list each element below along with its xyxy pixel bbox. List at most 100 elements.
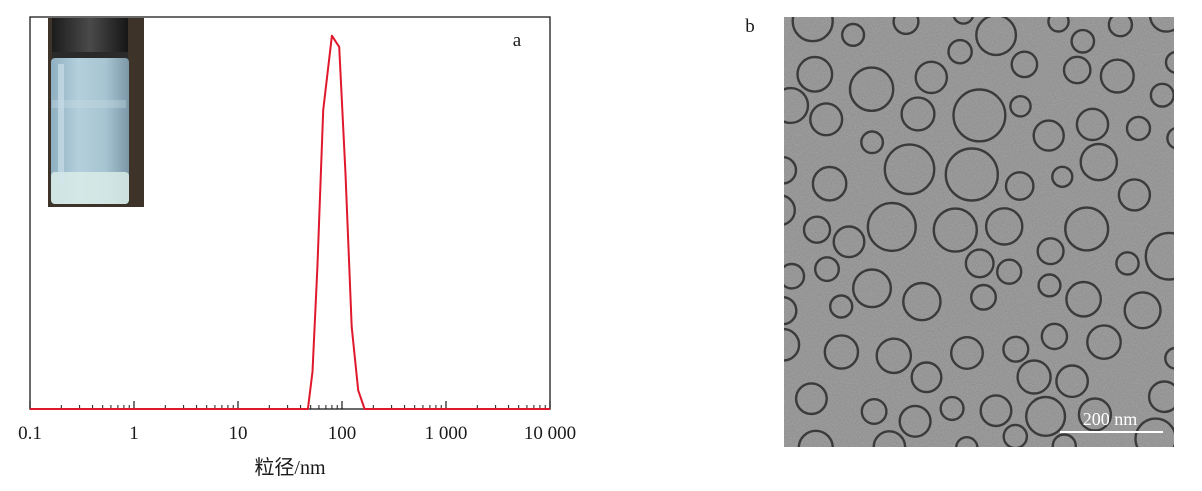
vesicle (902, 281, 942, 322)
vesicle (970, 283, 998, 311)
vesicle (1032, 119, 1065, 152)
vesicle (1002, 335, 1030, 363)
x-axis-tick-labels: 0.1 1 10 100 1 000 10 000 (18, 423, 576, 444)
vesicle (1024, 395, 1067, 437)
vesicle (932, 207, 978, 253)
vesicle (784, 262, 806, 290)
panel-b: b 200 nm (745, 16, 1174, 447)
vesicle (791, 17, 834, 43)
size-distribution-line (30, 34, 550, 410)
vesicle (939, 395, 965, 422)
vesicle (947, 38, 973, 65)
vesicle (1134, 417, 1174, 447)
vesicle (872, 430, 907, 447)
scale-bar-label: 200 nm (1083, 409, 1138, 429)
x-tick-label: 10 000 (524, 423, 576, 444)
vesicle (1037, 273, 1062, 298)
vesicle (1009, 95, 1032, 118)
vial-photo (48, 18, 144, 207)
vesicle (1075, 107, 1110, 142)
vesicle (1051, 165, 1074, 189)
vesicle (1115, 251, 1140, 276)
panel-label-b: b (745, 16, 755, 37)
vesicle (784, 327, 801, 362)
vesicle (860, 130, 885, 155)
vesicle (797, 429, 834, 447)
vesicle (900, 96, 936, 132)
vesicle (860, 398, 888, 426)
vesicle (1004, 171, 1035, 201)
vesicle (950, 336, 985, 371)
vesicle (848, 66, 895, 112)
vesicle (1099, 58, 1135, 94)
vesicle (1036, 237, 1065, 266)
vesicle (979, 394, 1013, 428)
vesicle (809, 102, 844, 137)
vesicle (852, 268, 893, 309)
vesicle (1064, 206, 1110, 252)
x-tick-label: 1 000 (425, 423, 468, 444)
vesicle (1123, 291, 1162, 330)
vesicle (1070, 28, 1096, 54)
vesicle (1077, 397, 1113, 432)
vesicle (892, 17, 920, 36)
vesicle (944, 147, 999, 202)
vesicle (784, 155, 798, 185)
x-axis-ticks (29, 401, 551, 409)
vesicle (898, 404, 932, 438)
vesicle (784, 296, 798, 326)
panel-a: 0.1 1 10 100 1 000 10 000 粒径/nm a (18, 16, 576, 479)
tem-image (784, 17, 1174, 447)
vesicle (1107, 17, 1134, 38)
vesicle (794, 382, 828, 416)
x-tick-label: 1 (129, 423, 139, 444)
vesicle (1164, 50, 1174, 74)
vesicle (1147, 380, 1174, 414)
vesicle (1002, 423, 1029, 447)
vesicle (829, 294, 854, 319)
vesicle (914, 60, 949, 95)
panel-label-a: a (513, 30, 522, 51)
vesicle (1079, 142, 1119, 182)
vesicle (975, 17, 1018, 57)
vesicle (1125, 115, 1152, 142)
vesicle (952, 88, 1007, 143)
vesicle (1086, 324, 1122, 360)
vesicle (883, 143, 936, 196)
vesicle (784, 86, 810, 125)
vesicle (955, 436, 979, 447)
vesicle (996, 258, 1023, 285)
vesicle (952, 17, 975, 25)
vesicle (1117, 178, 1152, 212)
vesicle (1055, 364, 1090, 399)
vesicle (1144, 231, 1174, 281)
x-tick-label: 10 (229, 423, 248, 444)
vesicle (1040, 322, 1069, 351)
vesicle (1051, 433, 1077, 447)
vesicle (784, 194, 796, 226)
vesicle (811, 165, 848, 202)
vesicle (1148, 17, 1174, 33)
vesicle (866, 201, 917, 252)
tem-vesicles (784, 17, 1174, 447)
vesicle (1166, 127, 1174, 150)
vesicle (1164, 346, 1174, 370)
vesicle (875, 337, 913, 375)
vesicle (823, 334, 860, 370)
vesicle (1016, 359, 1052, 395)
vesicle (1149, 82, 1174, 108)
vesicle (1047, 17, 1070, 33)
vesicle (1065, 280, 1103, 318)
vesicle (964, 248, 995, 279)
vesicle (796, 55, 834, 93)
vesicle (814, 256, 841, 283)
vesicle (840, 22, 866, 48)
x-tick-label: 100 (328, 423, 357, 444)
x-tick-label: 0.1 (18, 423, 42, 444)
vesicle (802, 215, 832, 244)
vesicle (1010, 50, 1039, 79)
vesicle (910, 361, 943, 394)
vesicle (832, 225, 866, 259)
vesicle (984, 207, 1024, 246)
